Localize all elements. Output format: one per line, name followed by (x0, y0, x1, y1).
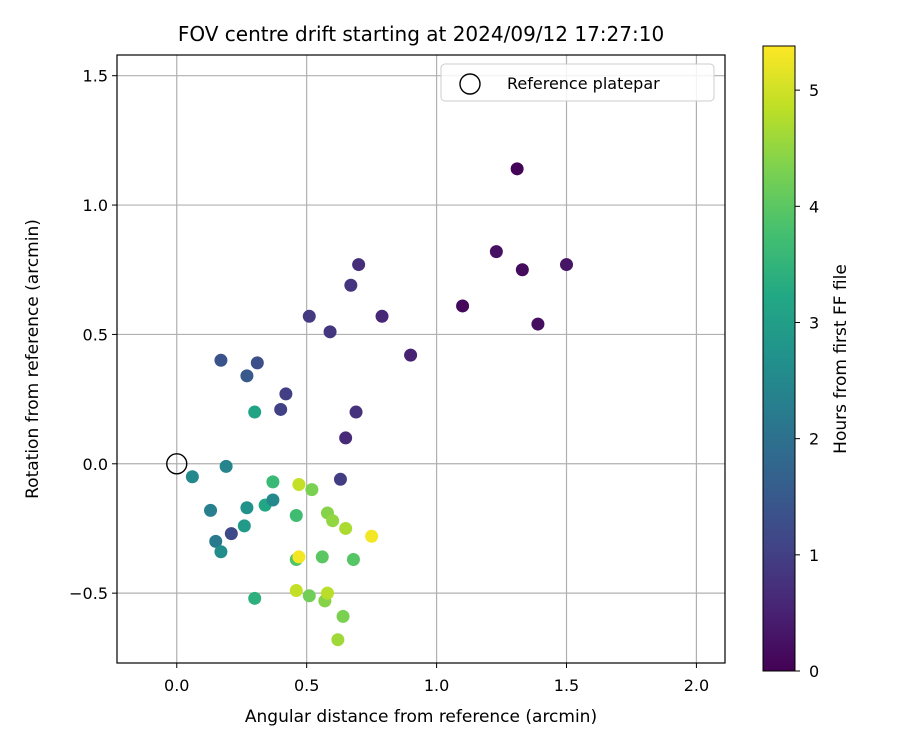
data-point (404, 348, 418, 362)
data-point (365, 529, 379, 543)
data-point (339, 521, 353, 535)
x-axis-ticks: 0.0 0.5 1.0 1.5 2.0 (164, 663, 709, 695)
x-tick-label: 0.0 (164, 676, 189, 695)
data-point (279, 387, 293, 401)
reference-platepar-marker (166, 453, 188, 475)
data-point (315, 550, 329, 564)
data-point (510, 162, 524, 176)
data-point (185, 470, 199, 484)
y-axis-ticks: −0.5 0.0 0.5 1.0 1.5 (69, 67, 117, 603)
x-tick-label: 2.0 (684, 676, 709, 695)
data-point (344, 278, 358, 292)
x-tick-label: 0.5 (294, 676, 319, 695)
data-points (185, 162, 574, 647)
y-tick-label: 0.5 (83, 325, 108, 344)
colorbar-tick-label: 5 (809, 81, 819, 100)
y-tick-label: −0.5 (69, 584, 108, 603)
data-point (489, 245, 503, 259)
data-point (320, 586, 334, 600)
reference-point-layer (166, 453, 188, 475)
data-point (209, 534, 223, 548)
colorbar-tick-label: 4 (809, 197, 819, 216)
legend: Reference platepar (440, 63, 715, 102)
data-point (323, 325, 337, 339)
colorbar-tick-label: 1 (809, 546, 819, 565)
colorbar-label: Hours from first FF file (831, 264, 851, 454)
colorbar-tick-label: 2 (809, 430, 819, 449)
data-point (352, 258, 366, 272)
data-point (250, 356, 264, 370)
legend-label-reference: Reference platepar (507, 74, 660, 93)
data-point (289, 584, 303, 598)
data-point (515, 263, 529, 277)
data-point (248, 591, 262, 605)
data-point (531, 317, 545, 331)
x-tick-label: 1.0 (424, 676, 449, 695)
data-point (292, 550, 306, 564)
data-point (289, 509, 303, 523)
colorbar-gradient (762, 45, 796, 672)
colorbar-tick-label: 3 (809, 313, 819, 332)
chart-title: FOV centre drift starting at 2024/09/12 … (178, 22, 664, 46)
colorbar: 0 1 2 3 4 5 Hours from first FF file (762, 45, 851, 681)
x-axis-label: Angular distance from reference (arcmin) (245, 707, 597, 727)
data-point (456, 299, 470, 313)
data-point (326, 514, 340, 528)
data-point (346, 553, 360, 567)
grid-lines (117, 55, 725, 663)
y-tick-label: 0.0 (83, 455, 108, 474)
y-axis-label: Rotation from reference (arcmin) (23, 219, 43, 499)
data-point (274, 402, 288, 416)
data-point (224, 527, 238, 541)
legend-box (440, 63, 715, 102)
data-point (240, 369, 254, 383)
data-point (305, 483, 319, 497)
data-point (375, 309, 389, 323)
y-tick-label: 1.5 (83, 67, 108, 86)
x-tick-label: 1.5 (554, 676, 579, 695)
data-point (214, 353, 228, 367)
plot-frame (116, 54, 726, 664)
data-point (302, 589, 316, 603)
data-point (248, 405, 262, 419)
legend-reference-marker (459, 73, 481, 95)
data-point (336, 609, 350, 623)
data-point (204, 503, 218, 517)
data-point (349, 405, 363, 419)
data-point (240, 501, 254, 515)
data-point (292, 477, 306, 491)
colorbar-tick-label: 0 (809, 662, 819, 681)
data-point (560, 258, 574, 272)
data-point (237, 519, 251, 533)
y-tick-label: 1.0 (83, 196, 108, 215)
data-point (331, 633, 345, 647)
data-point (302, 309, 316, 323)
data-point (214, 545, 228, 559)
data-point (219, 459, 233, 473)
colorbar-ticks: 0 1 2 3 4 5 (795, 81, 819, 681)
data-point (333, 472, 347, 486)
data-point (266, 493, 280, 507)
data-point (266, 475, 280, 489)
data-point (339, 431, 353, 445)
